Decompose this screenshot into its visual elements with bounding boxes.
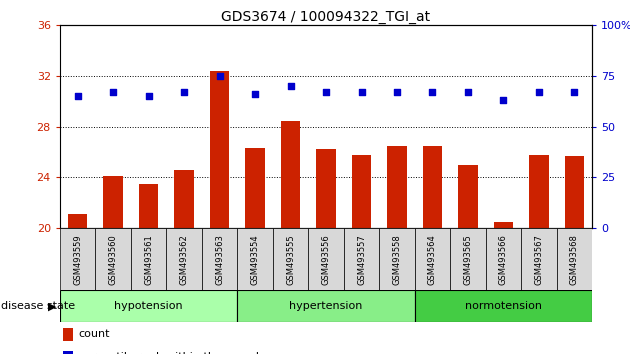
Bar <box>564 156 584 228</box>
Bar <box>139 184 158 228</box>
Text: GSM493554: GSM493554 <box>251 234 260 285</box>
Text: GSM493568: GSM493568 <box>570 234 579 285</box>
Text: GSM493557: GSM493557 <box>357 234 366 285</box>
Point <box>498 97 508 103</box>
Text: GSM493561: GSM493561 <box>144 234 153 285</box>
Bar <box>458 165 478 228</box>
Text: GSM493563: GSM493563 <box>215 234 224 285</box>
Text: GSM493567: GSM493567 <box>534 234 544 285</box>
FancyBboxPatch shape <box>166 228 202 290</box>
Text: GSM493566: GSM493566 <box>499 234 508 285</box>
Text: GSM493562: GSM493562 <box>180 234 188 285</box>
Bar <box>68 214 88 228</box>
Bar <box>210 70 229 228</box>
Text: GSM493558: GSM493558 <box>392 234 401 285</box>
Bar <box>281 121 301 228</box>
Point <box>357 89 367 95</box>
Point <box>570 89 580 95</box>
FancyBboxPatch shape <box>486 228 521 290</box>
Text: GSM493559: GSM493559 <box>73 234 82 285</box>
Text: hypotension: hypotension <box>114 301 183 311</box>
Point <box>250 91 260 97</box>
Point <box>144 93 154 99</box>
FancyBboxPatch shape <box>521 228 557 290</box>
Text: disease state: disease state <box>1 301 76 311</box>
FancyBboxPatch shape <box>415 228 450 290</box>
Bar <box>245 148 265 228</box>
Point <box>179 89 189 95</box>
Point <box>72 93 83 99</box>
Text: GSM493565: GSM493565 <box>464 234 472 285</box>
Point <box>463 89 473 95</box>
Bar <box>62 351 73 354</box>
Point <box>214 73 224 79</box>
Bar <box>62 328 73 341</box>
FancyBboxPatch shape <box>415 290 592 322</box>
Bar <box>529 155 549 228</box>
FancyBboxPatch shape <box>238 290 415 322</box>
Point <box>392 89 402 95</box>
FancyBboxPatch shape <box>238 228 273 290</box>
Point <box>427 89 437 95</box>
Point <box>285 83 295 89</box>
Text: hypertension: hypertension <box>289 301 363 311</box>
FancyBboxPatch shape <box>60 290 238 322</box>
Bar <box>494 222 513 228</box>
Bar <box>103 176 123 228</box>
Bar <box>175 170 194 228</box>
FancyBboxPatch shape <box>379 228 415 290</box>
FancyBboxPatch shape <box>308 228 344 290</box>
Title: GDS3674 / 100094322_TGI_at: GDS3674 / 100094322_TGI_at <box>222 10 430 24</box>
Point <box>321 89 331 95</box>
Bar <box>316 149 336 228</box>
FancyBboxPatch shape <box>344 228 379 290</box>
FancyBboxPatch shape <box>60 228 95 290</box>
Text: GSM493564: GSM493564 <box>428 234 437 285</box>
FancyBboxPatch shape <box>95 228 131 290</box>
Bar <box>387 145 407 228</box>
Point <box>534 89 544 95</box>
Text: count: count <box>79 329 110 339</box>
Text: GSM493560: GSM493560 <box>108 234 118 285</box>
Text: ▶: ▶ <box>48 301 57 311</box>
Text: GSM493555: GSM493555 <box>286 234 295 285</box>
FancyBboxPatch shape <box>131 228 166 290</box>
FancyBboxPatch shape <box>202 228 238 290</box>
Bar <box>423 145 442 228</box>
Bar <box>352 155 371 228</box>
Text: percentile rank within the sample: percentile rank within the sample <box>79 352 266 354</box>
Point <box>108 89 118 95</box>
FancyBboxPatch shape <box>557 228 592 290</box>
Text: GSM493556: GSM493556 <box>321 234 331 285</box>
FancyBboxPatch shape <box>273 228 308 290</box>
Text: normotension: normotension <box>465 301 542 311</box>
FancyBboxPatch shape <box>450 228 486 290</box>
